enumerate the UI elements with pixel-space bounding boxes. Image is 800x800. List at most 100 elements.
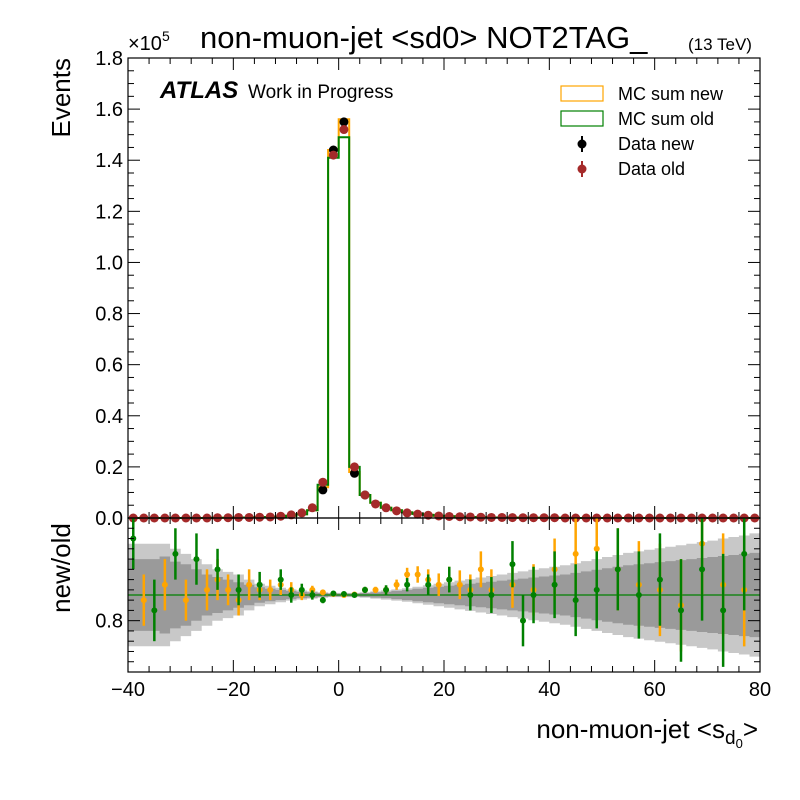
data-point-3-30 (444, 511, 454, 521)
mc-step-0 (128, 118, 760, 519)
main-y-axis-label: Events (46, 58, 76, 138)
data-point-3-21 (349, 462, 359, 472)
ratio-point-0-9 (267, 586, 274, 593)
data-point-3-18 (318, 477, 328, 487)
ratio-point-0-7 (246, 581, 253, 588)
y-scale-exponent-base: ×10 (128, 33, 162, 55)
data-point-3-27 (413, 509, 423, 519)
atlas-label: ATLAS (159, 77, 238, 104)
data-point-3-20 (339, 125, 349, 135)
ratio-point-0-27 (456, 581, 463, 588)
ratio-point-0-2 (182, 597, 189, 604)
ratio-point-0-35 (593, 545, 600, 552)
ratio-panel: 0.8 −40 −20 0 20 40 60 80 (95, 517, 771, 701)
legend: MC sum new MC sum old Data new Data old (560, 84, 724, 179)
x-axis-label: non-muon-jet <sd0> (536, 714, 758, 751)
ratio-point-1-16 (383, 586, 390, 593)
data-point-3-15 (286, 510, 296, 520)
ratio-point-1-30 (656, 576, 663, 583)
data-point-2-3 (349, 468, 359, 478)
ratio-point-0-0 (140, 597, 147, 604)
ratio-point-1-33 (720, 607, 727, 614)
data-point-3-13 (265, 512, 275, 522)
ratio-point-0-14 (319, 589, 326, 596)
ratio-point-1-11 (319, 597, 326, 604)
ratio-point-1-8 (288, 592, 295, 598)
ratio-point-1-19 (446, 576, 453, 583)
ratio-point-0-34 (572, 550, 579, 557)
x-tick-label: −20 (216, 679, 250, 701)
ratio-point-1-17 (404, 581, 411, 588)
data-point-2-0 (318, 485, 328, 495)
x-tick-label: −40 (111, 679, 145, 701)
data-point-3-26 (402, 508, 412, 518)
x-tick-label: 60 (644, 679, 666, 701)
ratio-point-0-5 (225, 586, 232, 593)
legend-swatch-mc-new (560, 85, 604, 102)
mc-step-1 (128, 136, 760, 519)
data-point-3-33 (476, 512, 486, 522)
ratio-point-1-2 (172, 550, 179, 557)
data-point-3-31 (455, 512, 465, 522)
x-tick-label: 40 (538, 679, 560, 701)
ratio-point-1-31 (678, 607, 684, 614)
ratio-point-0-13 (309, 586, 316, 593)
main-y-tick-label: 0.4 (95, 406, 123, 428)
data-point-3-22 (360, 490, 370, 500)
x-axis-label-main: non-muon-jet <s (536, 714, 725, 744)
data-point-3-32 (465, 512, 475, 522)
ratio-point-1-18 (425, 581, 432, 588)
data-point-3-14 (276, 511, 286, 521)
y-scale-exponent: ×105 (128, 28, 170, 55)
ratio-point-1-26 (572, 597, 579, 604)
legend-marker-data-new (577, 139, 587, 149)
legend-label-mc-new: MC sum new (618, 84, 724, 104)
main-y-tick-label: 0.0 (95, 508, 123, 530)
legend-label-mc-old: MC sum old (618, 109, 714, 129)
main-y-tick-label: 0.2 (95, 457, 123, 479)
ratio-point-1-5 (235, 586, 242, 593)
data-point-3-23 (371, 499, 381, 509)
ratio-point-1-9 (298, 586, 305, 593)
ratio-point-1-28 (614, 566, 621, 573)
legend-swatch-mc-old (560, 110, 604, 127)
atlas-sublabel: Work in Progress (248, 82, 393, 103)
data-point-2-2 (339, 117, 349, 127)
ratio-point-1-23 (520, 617, 526, 624)
data-point-3-17 (307, 503, 317, 513)
ratio-point-1-34 (741, 550, 748, 557)
legend-label-data-new: Data new (618, 134, 695, 154)
ratio-point-1-29 (635, 592, 642, 598)
x-tick-label: 0 (333, 679, 344, 701)
ratio-point-0-25 (435, 581, 442, 588)
ratio-point-1-4 (214, 566, 221, 573)
ratio-point-0-23 (414, 571, 421, 578)
main-y-tick-label: 1.0 (95, 252, 123, 274)
x-axis-label-sub: d (725, 728, 736, 749)
main-y-tick-label: 0.8 (95, 304, 123, 326)
ratio-point-1-3 (193, 556, 200, 563)
ratio-point-1-1 (151, 607, 158, 614)
data-point-3-12 (255, 512, 265, 522)
ratio-point-1-14 (351, 592, 358, 598)
ratio-point-1-32 (699, 566, 706, 573)
ratio-point-1-15 (362, 586, 368, 593)
legend-marker-data-old (577, 164, 587, 174)
y-scale-exponent-power: 5 (162, 28, 170, 44)
ratio-point-1-22 (509, 561, 516, 568)
ratio-point-1-10 (309, 592, 316, 598)
ratio-point-0-19 (372, 586, 379, 593)
ratio-point-0-29 (477, 566, 484, 573)
x-tick-label: 20 (433, 679, 455, 701)
x-tick-label: 80 (749, 679, 771, 701)
main-y-tick-label: 1.8 (95, 48, 123, 70)
ratio-point-1-27 (593, 586, 600, 593)
ratio-point-1-20 (467, 592, 474, 598)
ratio-point-0-1 (161, 581, 168, 588)
ratio-point-1-6 (256, 581, 263, 588)
ratio-point-0-3 (204, 586, 210, 593)
chart-title-suffix: (13 TeV) (688, 35, 752, 54)
main-y-tick-label: 1.4 (95, 150, 123, 172)
ratio-point-1-24 (530, 592, 537, 598)
ratio-point-1-12 (330, 590, 337, 597)
